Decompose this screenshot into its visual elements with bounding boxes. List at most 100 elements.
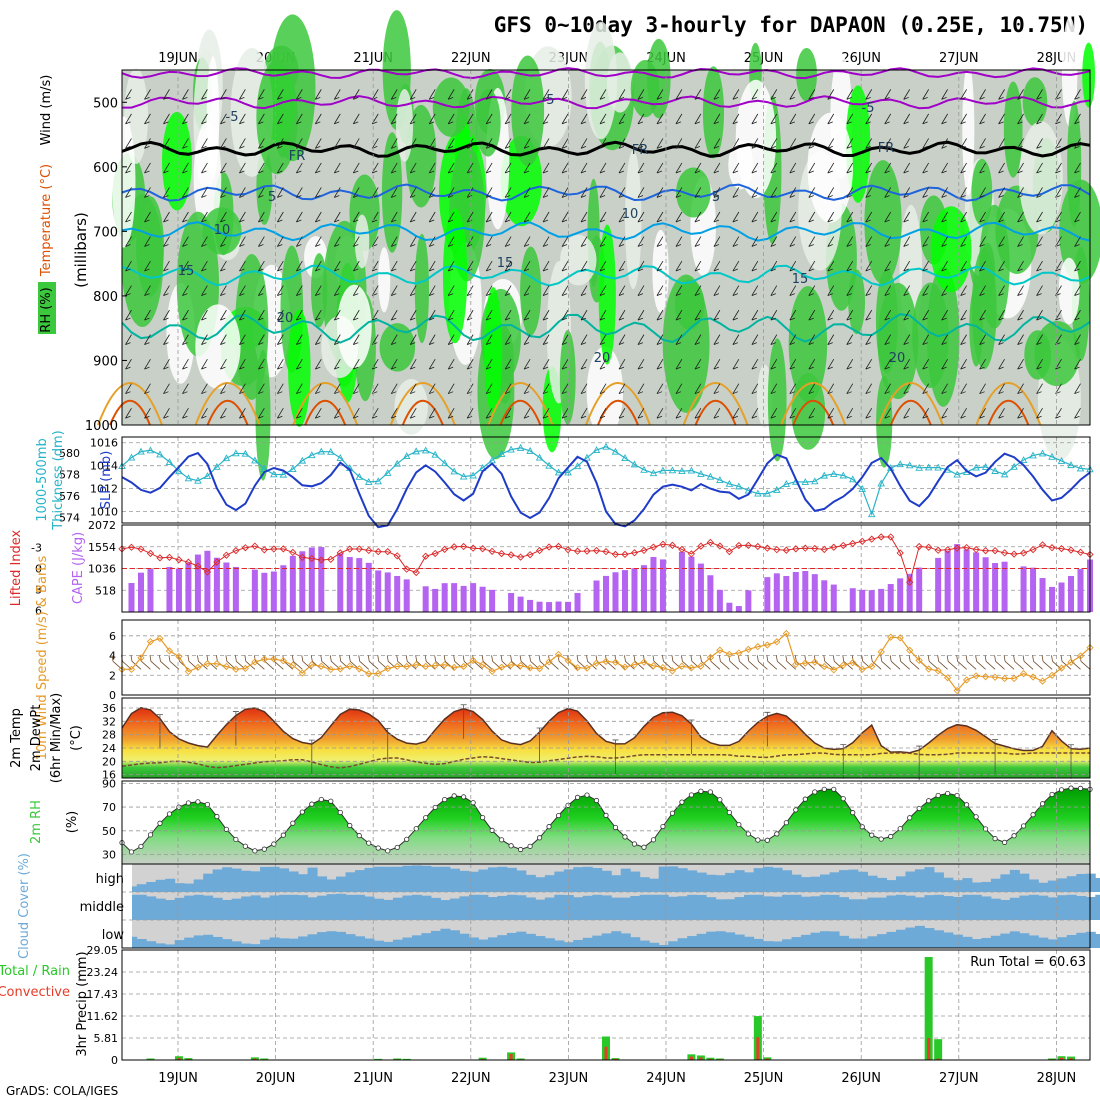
li-point (336, 549, 344, 557)
cape-bar (1001, 561, 1008, 612)
rh-point (954, 792, 960, 799)
cloud-bar (430, 897, 441, 920)
rh-blob (807, 112, 853, 223)
thickness-point (735, 482, 743, 490)
rh-blob (378, 247, 391, 313)
panel-frame (121, 436, 1091, 524)
wind-barb (485, 211, 493, 223)
li-point (716, 542, 724, 550)
wind-barb (656, 113, 664, 125)
rh-blob (788, 286, 828, 403)
cape-bar (346, 557, 353, 612)
cloud-bar (355, 894, 366, 920)
wind-barb (201, 162, 208, 174)
rh-point (347, 822, 353, 829)
wind-barb (314, 334, 322, 346)
panel-frame (121, 863, 1091, 949)
temp-tick-label: 20 (102, 755, 116, 768)
wind-barb (542, 211, 550, 223)
cape-bar (821, 580, 828, 612)
wind-barb (182, 334, 189, 346)
wind-barb (789, 236, 797, 247)
wind-speed-point (649, 662, 658, 670)
rh-blob (1018, 121, 1063, 235)
wind-speed-point (773, 638, 781, 646)
cloud-bar (981, 896, 992, 920)
pressure-tick-label: 800 (93, 290, 118, 305)
wind-barb (675, 187, 683, 198)
wind-barb (182, 309, 189, 321)
wind-barb (258, 358, 265, 370)
wind-speed-point (782, 629, 790, 638)
li-line (121, 536, 1091, 585)
wind-barb (751, 89, 759, 100)
wind-barb (504, 162, 512, 174)
wind-barb (979, 358, 986, 370)
rh-blob (930, 206, 972, 293)
rh-blob (979, 204, 1010, 329)
wind-barb (542, 334, 550, 346)
wind-barb (770, 187, 778, 198)
rh-point (973, 814, 979, 820)
wind-barb (201, 138, 208, 149)
wind-barb (580, 138, 588, 149)
wind-tick-label: 0 (109, 689, 116, 702)
wind-barb (163, 309, 170, 321)
wind-barb (599, 383, 607, 395)
wind-barb (523, 285, 531, 296)
li-point (782, 546, 790, 554)
wind-barb (239, 383, 246, 395)
wind-speed-point (554, 650, 563, 659)
thickness-point (773, 485, 781, 493)
wind-barb (1074, 309, 1081, 321)
cloud-bar (411, 894, 422, 920)
cloud-bar (345, 872, 356, 892)
wind-tick-label: 6 (109, 630, 116, 643)
rh-point (793, 807, 799, 813)
wind-barb (751, 358, 759, 370)
wind-speed-point (146, 637, 155, 646)
wind-barb (561, 334, 569, 346)
rh-point (859, 824, 865, 830)
wind-barb (941, 309, 948, 321)
rh-blob (625, 150, 642, 290)
li-point (222, 551, 231, 559)
li-point (630, 549, 639, 557)
wind-barb (314, 89, 322, 100)
cloud-bar (1000, 874, 1011, 892)
wind-barb (922, 162, 930, 174)
li-point (516, 553, 525, 561)
cloud-bar (260, 866, 271, 892)
wind-barb (732, 113, 740, 125)
wind-barb (884, 113, 892, 125)
wind-speed-point (887, 633, 895, 641)
wind-barb (466, 187, 474, 198)
wind-barb (903, 358, 911, 370)
wind-barb (428, 309, 436, 321)
thickness-point (213, 462, 221, 470)
wind-barb (694, 236, 702, 247)
wind-barb (352, 383, 360, 395)
thickness-point (687, 466, 696, 474)
wind-speed-point (668, 667, 677, 675)
wind-barb (941, 113, 948, 125)
wind-barb (637, 113, 645, 125)
cloud-bar (174, 883, 185, 892)
wind-barb (941, 162, 948, 174)
wind-barb (276, 285, 284, 296)
wind-barb (675, 113, 683, 125)
wind-barb (409, 285, 417, 296)
isotherm-freezing (121, 140, 1091, 158)
wind-barb (599, 408, 607, 419)
isotherm-25 (487, 382, 554, 426)
cape-bar (337, 553, 344, 612)
cloud-bar (971, 882, 982, 892)
wind-barb (770, 236, 778, 247)
li-point (279, 545, 287, 553)
isotherm-25 (585, 382, 651, 426)
wind-barb (144, 260, 151, 272)
date-label-bottom: 21JUN (353, 1071, 393, 1086)
wind-speed-point (222, 662, 231, 671)
cloud-bar (952, 896, 963, 920)
rh-point (821, 786, 827, 792)
